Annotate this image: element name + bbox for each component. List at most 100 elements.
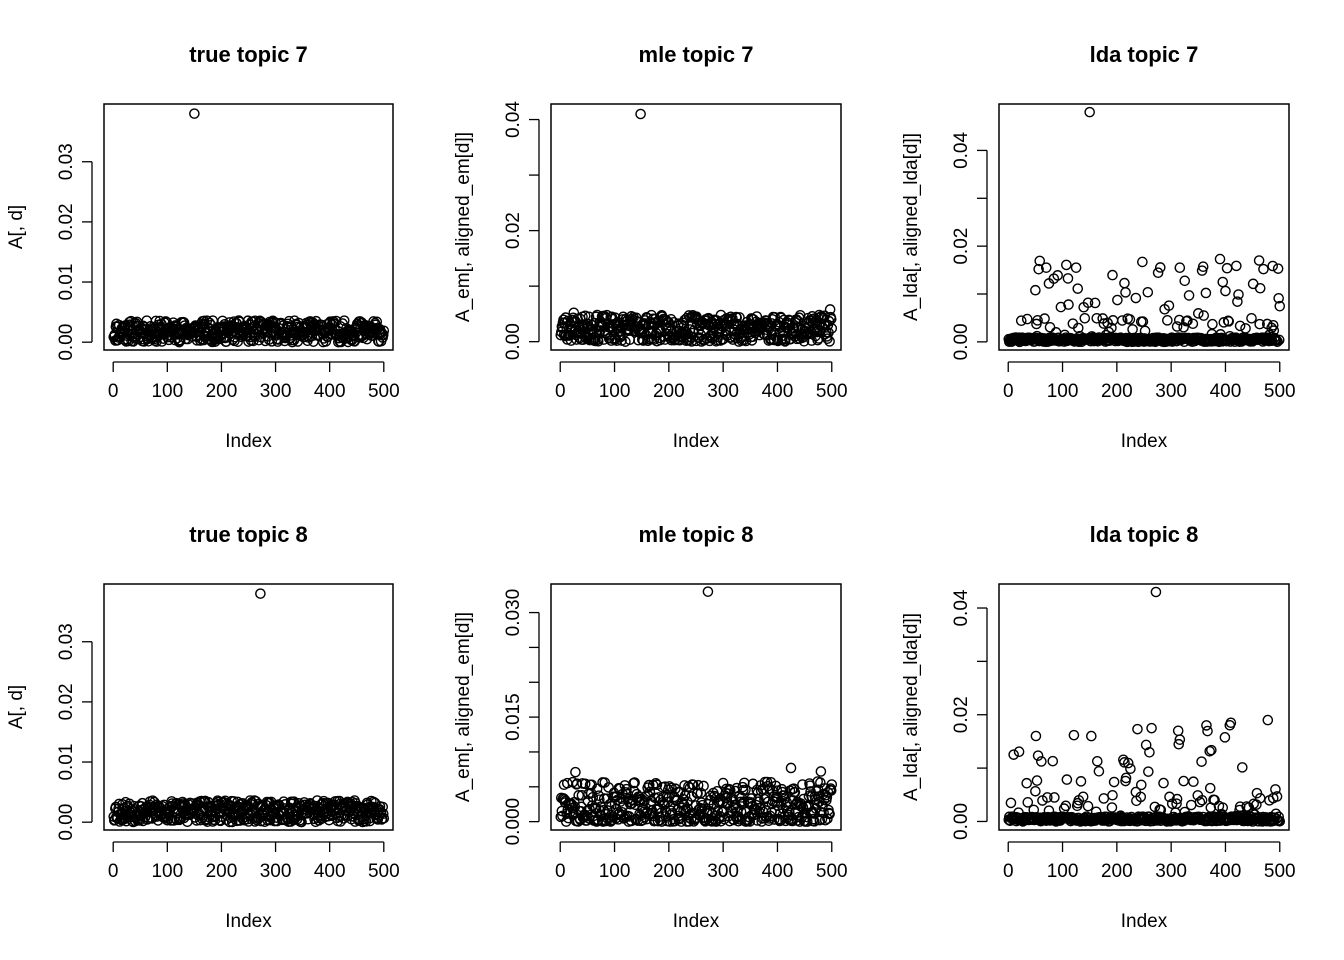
y-axis-label: A_lda[, aligned_lda[d]] [901, 133, 922, 321]
x-tick-label: 100 [599, 861, 631, 882]
data-point [661, 315, 672, 326]
data-point [785, 762, 797, 774]
data-point [1072, 322, 1084, 334]
data-point [1060, 800, 1072, 812]
y-tick-label: 0.030 [503, 589, 524, 637]
x-tick-label: 0 [1003, 381, 1014, 402]
data-point [1039, 313, 1050, 324]
data-points [108, 108, 390, 348]
data-point [1274, 816, 1286, 827]
data-point [1122, 757, 1134, 769]
x-tick-label: 500 [816, 381, 848, 402]
x-tick-label: 300 [260, 381, 292, 402]
panel-title: mle topic 7 [639, 42, 754, 67]
data-point [1266, 322, 1277, 334]
panel-5: mle topic 80 100 200 300 400 500Index0.0000.0… [453, 522, 848, 932]
data-point [629, 777, 640, 788]
data-point [1272, 336, 1283, 347]
data-point [1075, 776, 1087, 787]
data-point [1173, 738, 1185, 750]
data-point [734, 312, 745, 323]
x-tick-label: 300 [260, 861, 292, 882]
data-point [591, 783, 603, 795]
data-point [221, 336, 232, 347]
x-tick-label: 400 [1210, 861, 1242, 882]
data-point [826, 323, 838, 334]
data-point [634, 796, 646, 808]
data-point [1196, 794, 1208, 806]
y-axis: 0.00 0.02 0.04 [951, 589, 988, 840]
data-point [1072, 283, 1084, 294]
data-point [377, 801, 389, 813]
data-point [1234, 320, 1246, 332]
data-point [320, 336, 332, 347]
data-point [1197, 261, 1209, 272]
x-tick-label: 200 [206, 861, 238, 882]
data-point [1171, 793, 1183, 805]
data-point [1183, 290, 1195, 301]
x-axis-label: Index [225, 431, 272, 452]
data-point [1116, 315, 1128, 326]
data-point [1127, 324, 1138, 335]
data-point [1032, 315, 1043, 326]
data-point [1221, 262, 1233, 274]
x-tick-label: 500 [368, 381, 400, 402]
data-point [1062, 273, 1074, 284]
data-point [1200, 287, 1212, 299]
y-tick-label: 0.03 [56, 143, 77, 180]
data-point [664, 781, 675, 792]
data-point [1119, 277, 1130, 289]
x-tick-label: 500 [368, 861, 400, 882]
data-point [1188, 776, 1199, 788]
data-point [1171, 798, 1182, 809]
y-axis-label: A[, d] [6, 205, 27, 249]
data-point [1164, 791, 1175, 803]
data-point [651, 779, 663, 791]
panel-3: lda topic 7 0 100 200 300 400 500 Index 0.00 0.02… [901, 42, 1296, 452]
data-point [665, 313, 677, 325]
y-tick-label: 0.04 [503, 101, 524, 138]
x-tick-label: 400 [314, 861, 346, 882]
x-axis-label: Index [673, 431, 720, 452]
data-point [1218, 317, 1230, 328]
data-point [815, 766, 827, 777]
data-point [1220, 285, 1231, 297]
data-point [1202, 725, 1213, 737]
data-point [1144, 747, 1155, 758]
data-point [264, 814, 276, 826]
data-point [1207, 318, 1218, 330]
data-point [1236, 762, 1248, 773]
data-point [562, 315, 574, 327]
panel-title: true topic 7 [189, 42, 308, 67]
data-point [603, 782, 614, 793]
data-point [740, 784, 751, 796]
data-point [621, 783, 632, 795]
data-point [1106, 322, 1117, 334]
data-point [378, 325, 390, 337]
x-tick-label: 200 [653, 861, 685, 882]
data-point [1015, 315, 1027, 327]
data-point [1068, 729, 1080, 741]
data-point [1267, 320, 1279, 331]
data-point [1152, 267, 1164, 279]
data-points [108, 588, 390, 828]
data-point [255, 588, 266, 599]
plot-frame [103, 583, 394, 831]
data-point [1258, 263, 1269, 275]
data-point [1201, 720, 1212, 731]
data-point [1106, 802, 1118, 813]
data-point [1270, 784, 1281, 795]
y-axis-label: A[, d] [6, 685, 27, 729]
data-point [1223, 316, 1235, 327]
data-point [692, 787, 703, 799]
data-point [1070, 262, 1082, 273]
data-point [1187, 318, 1199, 330]
data-point [702, 586, 714, 597]
data-point [809, 816, 820, 827]
data-point [1179, 275, 1191, 287]
plot-frame [998, 103, 1290, 351]
data-point [1022, 797, 1034, 808]
data-point [754, 803, 766, 814]
data-point [590, 311, 602, 323]
data-point [1271, 791, 1283, 802]
